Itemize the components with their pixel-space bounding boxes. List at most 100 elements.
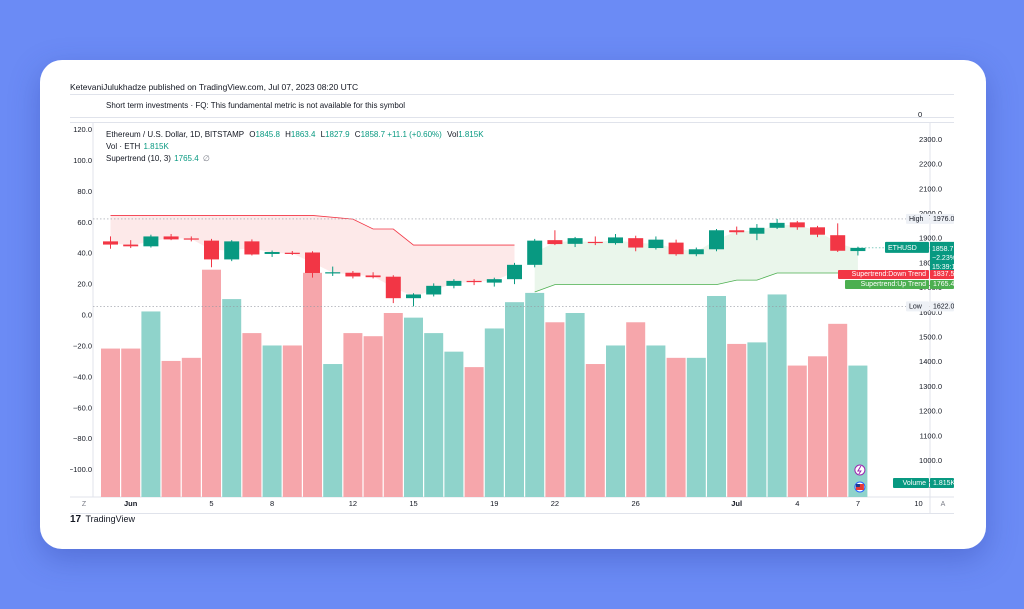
volume-bar [161,360,181,497]
volume-bar [808,356,827,497]
legend-l-label: L [320,130,326,139]
price-symbol-tag-bg [885,241,929,253]
candle-body [385,276,401,299]
volume-bar [787,365,807,497]
legend-vol-value: 1.815K [458,130,484,139]
main-chart-pane[interactable]: 120.0 100.0 80.0 60.0 40.0 20.0 0.0 −20.0 −40.0 −… [70,122,954,514]
volume-bar [242,333,262,497]
volume-bar [484,328,504,497]
date-axis-label: Jul [731,499,742,508]
left-axis-tick-label: 100.0 [73,156,92,165]
candle-body [204,240,219,260]
high-tag-label: High [909,216,924,223]
candle-body [365,275,381,278]
candle-body [284,252,300,254]
candle-body [648,239,664,249]
st-down-tag-value: 1837.5 [933,271,954,278]
low-tag-label-bg [906,301,929,312]
left-axis-tick-label: 120.0 [73,125,92,134]
volume-bar [666,357,686,497]
st-up-tag-value: 1765.4 [933,281,954,288]
date-axis-label: 4 [795,499,799,508]
candle-body [769,222,785,228]
candle-body [547,240,563,245]
left-axis-tick-label: 20.0 [77,280,92,289]
volume-bar [222,299,242,497]
volume-bar [202,269,221,497]
low-tag-value-bg [930,301,954,312]
candlestick-chart[interactable]: 120.0 100.0 80.0 60.0 40.0 20.0 0.0 −20.0 −40.0 −… [70,123,954,513]
legend-c-value: 1858.7 [360,130,386,139]
st-down-tag-value-bg [930,269,954,279]
candle-body [406,294,421,299]
volume-bar [585,364,605,497]
right-axis-tick-label: 1200.0 [919,407,942,416]
fundamental-message: Short term investments · FQ: This fundam… [106,101,406,110]
volume-bar [848,365,868,497]
date-axis-label: 7 [856,499,860,508]
candle-body [345,272,361,277]
date-axis-label: 10 [914,499,922,508]
right-axis-tick-label: 1600.0 [919,308,942,317]
legend-supertrend-extra: ∅ [202,154,210,163]
volume-bar [727,343,747,497]
right-axis-tick-label: 1500.0 [919,332,942,341]
volume-bar [767,294,787,497]
candle-body [103,241,118,245]
date-axis-label: 22 [551,499,559,508]
legend-supertrend-label: Supertrend (10, 3) [106,154,171,163]
candle-body [709,230,724,250]
legend-vol-label: Vol [447,130,459,139]
legend-volume-row[interactable]: Vol · ETH 1.815K [106,141,484,153]
tradingview-logo-icon: 17 [70,514,82,525]
legend-supertrend-row[interactable]: Supertrend (10, 3) 1765.4 ∅ [106,153,484,165]
candle-body [830,235,846,251]
high-tag-value: 1976.0 [933,216,954,223]
legend-volume-value: 1.815K [143,142,169,151]
volume-bar [303,272,322,497]
date-axis-label: 8 [270,499,274,508]
candle-body [608,237,623,244]
volume-bar [444,351,464,497]
legend-c-label: C [354,130,361,139]
right-axis-tick-label: 2100.0 [919,184,942,193]
left-axis-tick-label: −80.0 [73,434,92,443]
candle-body [729,230,745,233]
volume-bar [828,323,848,497]
volume-tag-label: Volume [903,480,926,487]
right-axis-tick-label: 2000.0 [919,209,942,218]
fundamental-pane: Short term investments · FQ: This fundam… [70,94,954,119]
legend-symbol: Ethereum / U.S. Dollar, 1D, BITSTAMP [106,130,244,139]
volume-bar [363,336,383,497]
legend-volume-label: Vol · ETH [106,142,141,151]
candle-body [244,241,260,255]
legend-o-value: 1845.8 [255,130,280,139]
candle-body [183,238,199,240]
candle-body [325,272,341,274]
st-down-tag-label: Supertrend:Down Trend [852,271,926,278]
lightning-event-glyph-icon [857,465,862,475]
candle-body [507,264,522,280]
volume-bar [545,322,565,497]
candle-body [749,227,765,234]
date-axis-label: 12 [349,499,357,508]
st-up-tag-label-bg [845,279,929,289]
supertrend-up-line [534,272,858,293]
date-axis-label: 15 [409,499,417,508]
supertrend-up-fill [534,224,858,293]
candle-body [305,252,320,273]
left-axis-tick-label: −20.0 [73,341,92,350]
fundamental-axis-label: 0 [918,110,923,119]
candle-body [587,241,603,244]
st-up-tag-label: Supertrend:Up Trend [861,281,926,288]
supertrend-down-line [110,215,515,246]
left-axis-tick-label: −100.0 [70,465,92,474]
volume-bar [323,364,343,497]
candle-body [143,236,159,247]
volume-bar [565,313,585,497]
publisher-line: KetevaniJulukhadze published on TradingV… [70,82,359,92]
high-tag-label-bg [906,213,929,224]
volume-bar [141,311,161,497]
volume-tag-value: 1.815K [933,480,954,487]
candle-body [264,251,280,254]
